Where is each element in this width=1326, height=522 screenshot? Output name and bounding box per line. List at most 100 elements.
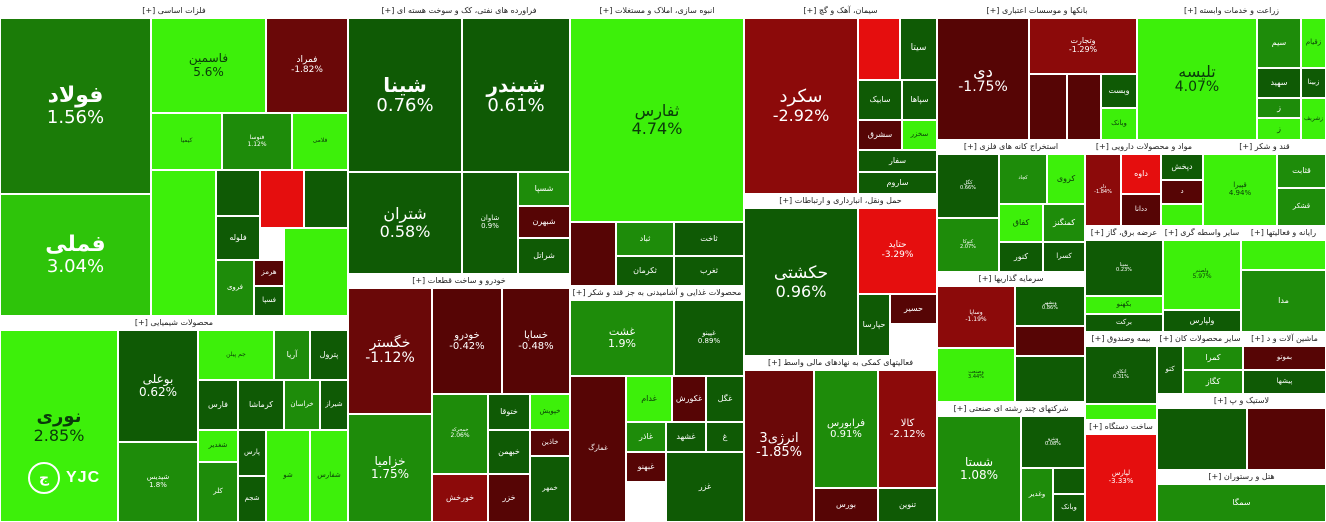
stock-tile[interactable]: زقیام: [1301, 18, 1326, 68]
sector-header[interactable]: سرمایه گذاریها [+]: [937, 272, 1085, 287]
stock-tile[interactable]: کالا -2.12%: [878, 370, 937, 488]
stock-tile[interactable]: خراسان: [284, 380, 320, 430]
stock-tile[interactable]: قپیرا 4.94%: [1203, 154, 1277, 226]
stock-tile[interactable]: دلر -1.84%: [1085, 154, 1121, 226]
stock-tile[interactable]: فنوسا 1.12%: [222, 113, 292, 170]
stock-tile[interactable]: غ: [706, 422, 744, 452]
stock-tile[interactable]: هرمز: [254, 260, 284, 286]
stock-tile[interactable]: غکورش: [672, 376, 706, 422]
stock-tile[interactable]: کگل 0.66%: [937, 154, 999, 218]
stock-tile[interactable]: سپاها: [902, 80, 937, 120]
stock-tile[interactable]: بورس: [814, 488, 878, 522]
stock-tile[interactable]: غمارگ: [570, 376, 626, 522]
stock-tile[interactable]: کروی: [1047, 154, 1085, 204]
stock-tile[interactable]: فارس: [198, 380, 238, 430]
stock-tile[interactable]: برکت: [1085, 314, 1163, 332]
stock-tile[interactable]: وغدیر: [1021, 468, 1053, 522]
stock-tile[interactable]: خگستر -1.12%: [348, 288, 432, 414]
stock-tile[interactable]: غبهنو: [626, 452, 666, 482]
stock-tile[interactable]: سهید: [1257, 68, 1301, 98]
stock-tile[interactable]: خمهر: [530, 456, 570, 522]
stock-tile[interactable]: غزر: [666, 452, 744, 522]
sector-header[interactable]: انبوه سازی، املاک و مستغلات [+]: [570, 4, 744, 19]
stock-tile[interactable]: کتوکا 2.07%: [937, 218, 999, 272]
sector-header[interactable]: رایانه و فعالیتها [+]: [1241, 226, 1326, 241]
stock-tile[interactable]: ثفارس 4.74%: [570, 18, 744, 222]
stock-tile[interactable]: کمنگنز: [1043, 204, 1085, 242]
stock-tile[interactable]: دی -1.75%: [937, 18, 1029, 140]
sector-header[interactable]: قند و شکر [+]: [1203, 140, 1326, 155]
stock-tile[interactable]: ساروم: [858, 172, 937, 194]
stock-tile[interactable]: فلامی: [292, 113, 348, 170]
stock-tile[interactable]: [1157, 408, 1247, 470]
stock-tile[interactable]: غشهد: [666, 422, 706, 452]
sector-header[interactable]: مواد و محصولات دارویی [+]: [1085, 140, 1203, 155]
stock-tile[interactable]: غاذر: [626, 422, 666, 452]
sector-header[interactable]: سایر محصولات کان [+]: [1157, 332, 1243, 347]
sector-header[interactable]: استخراج کانه های فلزی [+]: [937, 140, 1085, 155]
stock-tile[interactable]: تنوین: [878, 488, 937, 522]
stock-tile[interactable]: خپویش: [530, 394, 570, 430]
stock-tile[interactable]: شتران 0.58%: [348, 172, 462, 274]
stock-tile[interactable]: شغدیر: [198, 430, 238, 462]
stock-tile[interactable]: کنور: [999, 242, 1043, 272]
stock-tile[interactable]: آریا: [274, 330, 310, 380]
stock-tile[interactable]: پارس: [238, 430, 266, 476]
stock-tile[interactable]: سفار: [858, 150, 937, 172]
sector-header[interactable]: شرکتهای چند رشته ای صنعتی [+]: [937, 402, 1085, 417]
stock-tile[interactable]: اتکای 0.31%: [1085, 346, 1157, 404]
stock-tile[interactable]: کتو: [1157, 346, 1183, 394]
stock-tile[interactable]: داوه: [1121, 154, 1161, 194]
stock-tile[interactable]: مدا: [1241, 270, 1326, 332]
stock-tile[interactable]: [1241, 240, 1326, 270]
stock-tile[interactable]: حتاید -3.29%: [858, 208, 937, 294]
stock-tile[interactable]: دپخش: [1161, 154, 1203, 180]
stock-tile[interactable]: [304, 170, 348, 228]
stock-tile[interactable]: سیم: [1257, 18, 1301, 68]
sector-header[interactable]: خودرو و ساخت قطعات [+]: [348, 274, 570, 289]
stock-tile[interactable]: غدام: [626, 376, 672, 422]
stock-tile[interactable]: خودرو -0.42%: [432, 288, 502, 394]
sector-header[interactable]: فراورده های نفتی، کک و سوخت هسته ای [+]: [348, 4, 570, 19]
stock-tile[interactable]: خمحرکه 2.06%: [432, 394, 488, 474]
stock-tile[interactable]: [260, 170, 304, 228]
stock-tile[interactable]: وتجارت -1.29%: [1029, 18, 1137, 74]
stock-tile[interactable]: حسیر: [890, 294, 937, 324]
stock-tile[interactable]: [216, 170, 260, 216]
stock-tile[interactable]: حکشتی 0.96%: [744, 208, 858, 356]
stock-tile[interactable]: کگاز: [1183, 370, 1243, 394]
sector-header[interactable]: فلزات اساسی [+]: [0, 4, 348, 19]
stock-tile[interactable]: ثکرمان: [616, 256, 674, 286]
stock-tile[interactable]: [151, 170, 216, 316]
stock-tile[interactable]: [1015, 326, 1085, 356]
sector-header[interactable]: محصولات شیمیایی [+]: [0, 316, 348, 331]
stock-tile[interactable]: فولاد 1.56%: [0, 18, 151, 194]
stock-tile[interactable]: انرژی3 -1.85%: [744, 370, 814, 522]
sector-header[interactable]: زراعت و خدمات وابسته [+]: [1137, 4, 1326, 19]
stock-tile[interactable]: سشرق: [858, 120, 902, 150]
stock-tile[interactable]: شسپا: [518, 172, 570, 206]
stock-tile[interactable]: غپینو 0.89%: [674, 300, 744, 376]
stock-tile[interactable]: خساپا -0.48%: [502, 288, 570, 394]
stock-tile[interactable]: بکهنو: [1085, 296, 1163, 314]
stock-tile[interactable]: شپدیس 1.8%: [118, 442, 198, 522]
stock-tile[interactable]: جم پیلن: [198, 330, 274, 380]
stock-tile[interactable]: نوری 2.85%: [0, 330, 118, 522]
stock-tile[interactable]: کسرا: [1043, 242, 1085, 272]
stock-tile[interactable]: سمگا: [1157, 484, 1326, 522]
stock-tile[interactable]: کلر: [198, 462, 238, 522]
stock-tile[interactable]: پیشها: [1243, 370, 1326, 394]
sector-header[interactable]: فعالیتهای کمکی به نهادهای مالی واسط [+]: [744, 356, 937, 371]
stock-tile[interactable]: شو: [266, 430, 310, 522]
stock-tile[interactable]: [858, 18, 900, 80]
stock-tile[interactable]: خاذین: [530, 430, 570, 456]
stock-tile[interactable]: بمپنا 0.23%: [1085, 240, 1163, 296]
stock-tile[interactable]: فملی 3.04%: [0, 194, 151, 316]
stock-tile[interactable]: زشریف: [1301, 98, 1326, 140]
sector-header[interactable]: بیمه وصندوق [+]: [1085, 332, 1157, 347]
sector-header[interactable]: عرضه برق، گاز [+]: [1085, 226, 1163, 241]
sector-header[interactable]: ماشین آلات و د [+]: [1243, 332, 1326, 347]
sector-header[interactable]: لاستیک و پ [+]: [1157, 394, 1326, 409]
stock-tile[interactable]: [1085, 404, 1157, 420]
stock-tile[interactable]: [1029, 74, 1067, 140]
